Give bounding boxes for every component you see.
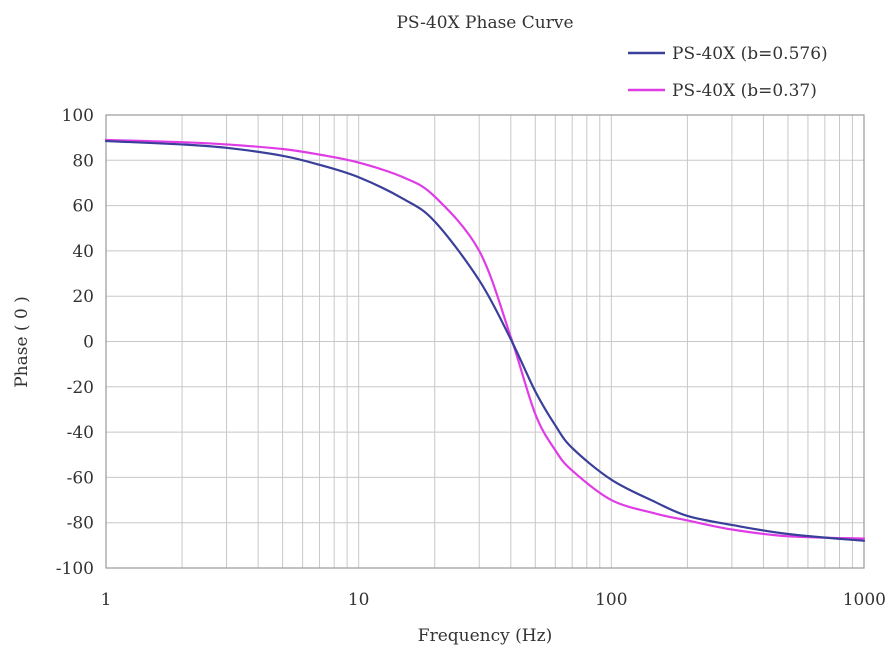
x-tick-label: 10 xyxy=(348,590,370,610)
chart-title: PS-40X Phase Curve xyxy=(396,13,573,33)
y-tick-label: 80 xyxy=(72,151,94,171)
y-tick-label: 100 xyxy=(62,106,94,126)
y-tick-label: 0 xyxy=(83,333,94,353)
legend: PS-40X (b=0.576) PS-40X (b=0.37) xyxy=(628,44,828,101)
y-tick-label: -100 xyxy=(56,559,94,579)
y-tick-label: -20 xyxy=(67,378,94,398)
y-axis-label: Phase ( 0 ) xyxy=(12,296,32,388)
y-tick-label: -80 xyxy=(67,514,94,534)
x-tick-label: 1 xyxy=(101,590,112,610)
y-tick-label: 40 xyxy=(72,242,94,262)
y-tick-label: 20 xyxy=(72,287,94,307)
series-line-1 xyxy=(104,139,866,542)
y-tick-label: -40 xyxy=(67,423,94,443)
x-axis-ticks: 1 10 100 1000 xyxy=(101,590,886,610)
series-layer xyxy=(104,138,866,542)
x-axis-label: Frequency (Hz) xyxy=(418,626,552,646)
legend-label-series-2: PS-40X (b=0.37) xyxy=(672,81,817,101)
plot-frame xyxy=(105,114,865,569)
y-tick-label: -60 xyxy=(67,468,94,488)
x-tick-label: 100 xyxy=(595,590,627,610)
y-tick-label: 60 xyxy=(72,197,94,217)
legend-label-series-1: PS-40X (b=0.576) xyxy=(672,44,828,64)
y-axis-ticks: 100 80 60 40 20 0 -20 -40 -60 -80 -100 xyxy=(56,106,94,579)
x-tick-label: 1000 xyxy=(843,590,886,610)
